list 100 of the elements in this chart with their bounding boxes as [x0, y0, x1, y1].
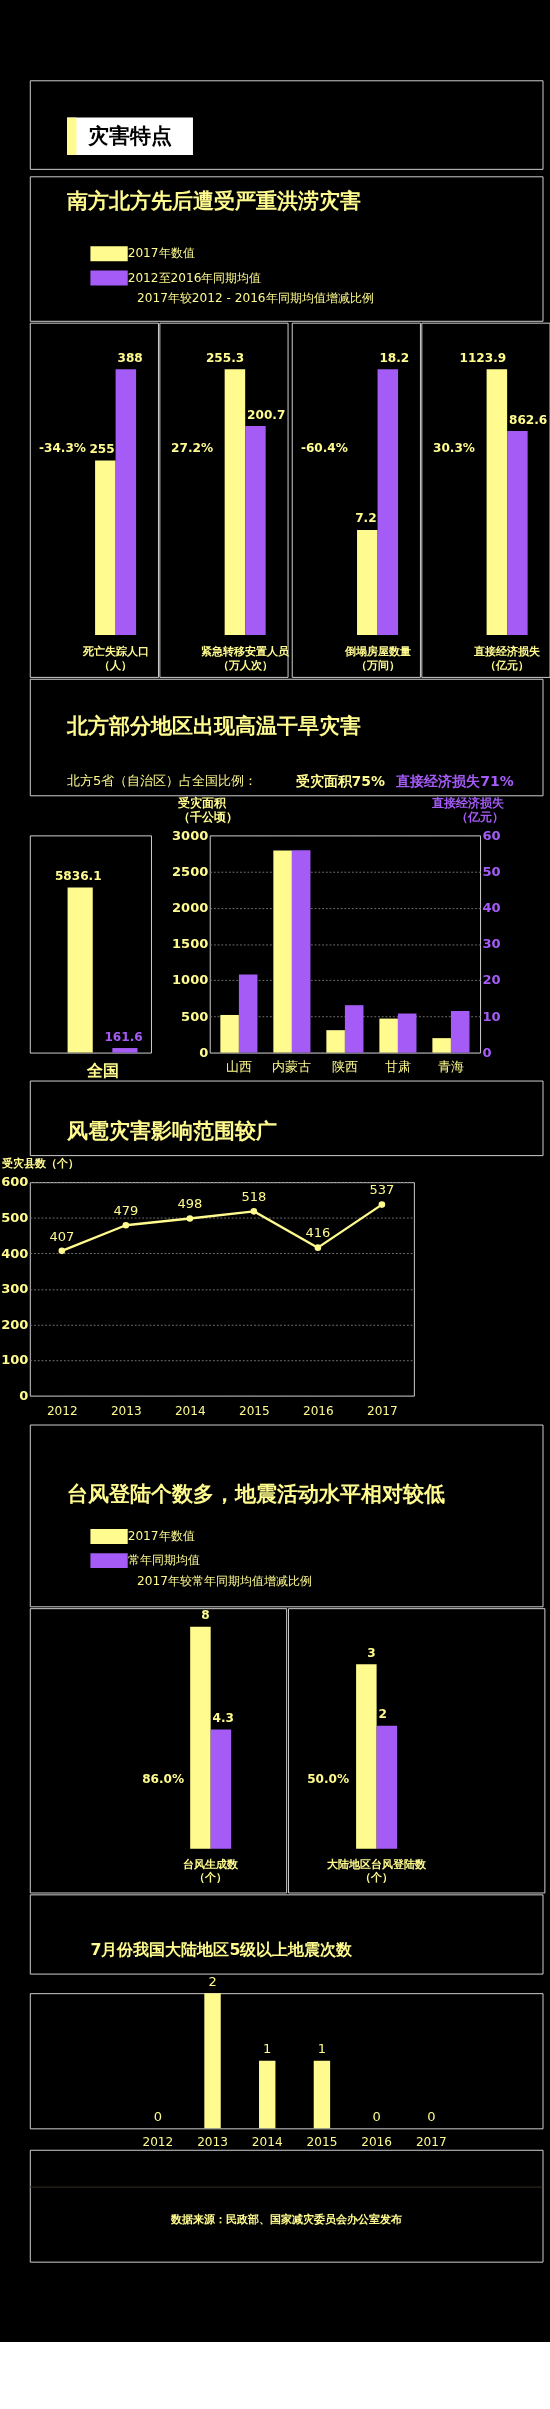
x-tick-label: 陕西 — [331, 1058, 358, 1074]
data-label: 862.6 — [508, 412, 548, 427]
y2-tick-label: 30 — [482, 936, 501, 952]
x-tick-label: 台风生成数（个） — [183, 1858, 240, 1885]
x-tick-label: 2013 — [197, 2134, 228, 2149]
legend-label: 2017年数值 — [127, 1529, 195, 1544]
data-label: 498 — [177, 1196, 203, 1212]
y-tick-label: 1000 — [172, 972, 209, 988]
annotation: -60.4% — [300, 441, 348, 456]
bar — [450, 1010, 470, 1053]
annotation: -34.3% — [38, 441, 86, 456]
x-tick-label: 2015 — [306, 2134, 338, 2149]
data-label: 416 — [305, 1225, 331, 1241]
text: 受灾面积75% — [294, 773, 385, 789]
x-tick-label: 大陆地区台风登陆数（个） — [327, 1858, 428, 1885]
data-label: 388 — [117, 350, 143, 365]
chart-title: 7月份我国大陆地区5级以上地震次数 — [90, 1939, 354, 1959]
point — [378, 1201, 386, 1208]
x-tick-label: 2016 — [302, 1403, 334, 1418]
source-note: 数据来源：民政部、国家减灾委员会办公室发布 — [169, 2213, 402, 2227]
x-tick-label: 紧急转移安置人员（万人次） — [201, 645, 291, 672]
y2-tick-label: 50 — [482, 863, 501, 879]
x-tick-label: 2017 — [415, 2134, 447, 2149]
data-label: 0 — [153, 2108, 163, 2124]
y-tick-label: 2500 — [172, 863, 209, 879]
x-tick-label: 2014 — [174, 1403, 207, 1418]
y-tick-label: 600 — [1, 1174, 29, 1190]
x-tick-label: 内蒙古 — [272, 1058, 312, 1074]
data-label: 1 — [263, 2041, 272, 2057]
y-tick-label: 1500 — [172, 936, 209, 952]
point — [186, 1215, 194, 1222]
x-tick-label: 2016 — [361, 2134, 393, 2149]
data-label: 3 — [367, 1645, 376, 1660]
y-tick-label: 3000 — [172, 827, 209, 843]
x-tick-label: 2015 — [238, 1403, 270, 1418]
point — [314, 1244, 322, 1251]
chart-title: 台风登陆个数多，地震活动水平相对较低 — [67, 1482, 446, 1506]
text: 2017年较2012 - 2016年同期均值增减比例 — [137, 291, 374, 306]
x-tick-label: 山西 — [225, 1058, 252, 1074]
x-tick-label: 2014 — [251, 2134, 283, 2149]
data-label: 255.3 — [205, 350, 245, 365]
y2-tick-label: 0 — [482, 1044, 492, 1060]
annotation: 50.0% — [307, 1771, 350, 1786]
point — [58, 1247, 66, 1255]
data-label: 0 — [372, 2108, 381, 2124]
legend-label: 常年同期均值 — [127, 1553, 200, 1568]
x-tick-label: 甘肃 — [384, 1058, 411, 1074]
data-label: 537 — [369, 1182, 395, 1198]
point — [122, 1221, 130, 1229]
x-tick-label: 青海 — [437, 1058, 464, 1074]
data-label: 7.2 — [355, 511, 377, 526]
x-tick-label: 2012 — [142, 2134, 174, 2149]
data-label: 255 — [89, 441, 115, 456]
text: 直接经济损失71% — [395, 773, 514, 789]
data-label: 4.3 — [212, 1711, 234, 1725]
x-tick-label: 2013 — [110, 1403, 142, 1418]
text: 南方北方先后遭受严重洪涝灾害 — [66, 189, 362, 214]
bar — [238, 974, 258, 1053]
x-tick-label: 倒塌房屋数量（万间） — [343, 645, 411, 672]
data-label: 2 — [378, 1707, 387, 1722]
data-label: 161.6 — [104, 1029, 143, 1044]
annotation: 30.3% — [432, 441, 475, 456]
data-label: 1123.9 — [459, 350, 507, 365]
data-label: 8 — [201, 1608, 210, 1623]
y-tick-label: 0 — [19, 1387, 29, 1403]
chart-subtitle: 北方5省（自治区）占全国比例： — [67, 773, 258, 789]
text: 2017年较常年同期均值增减比例 — [137, 1573, 312, 1588]
y-tick-label: 2000 — [172, 900, 209, 915]
y-axis-title: 受灾县数（个） — [1, 1156, 80, 1170]
y2-tick-label: 60 — [482, 827, 501, 843]
y-tick-label: 500 — [181, 1008, 209, 1024]
y2-tick-label: 10 — [482, 1008, 501, 1024]
annotation: 86.0% — [142, 1771, 185, 1786]
data-label: 407 — [49, 1228, 75, 1244]
x-tick-label: 直接经济损失（亿元） — [473, 645, 542, 672]
annotation: 27.2% — [171, 441, 214, 456]
y-tick-label: 0 — [199, 1044, 209, 1060]
x-tick-label: 全国 — [85, 1060, 119, 1080]
data-label: 1 — [317, 2041, 327, 2057]
data-label: 479 — [113, 1202, 139, 1218]
x-tick-label: 2017 — [366, 1403, 398, 1418]
y2-tick-label: 20 — [482, 972, 501, 988]
y-tick-label: 200 — [1, 1316, 29, 1332]
x-tick-label: 2012 — [46, 1403, 78, 1418]
y-tick-label: 100 — [1, 1352, 29, 1368]
y2-axis-title: 直接经济损失（亿元） — [430, 795, 505, 824]
x-tick-label: 死亡失踪人口（人） — [81, 645, 149, 672]
legend-label: 2017年数值 — [127, 246, 195, 261]
point — [250, 1208, 258, 1215]
text: 北方部分地区出现高温干旱灾害 — [66, 713, 362, 738]
y-tick-label: 400 — [1, 1245, 29, 1261]
data-label: 0 — [427, 2108, 436, 2124]
data-label: 200.7 — [247, 407, 286, 422]
y-tick-label: 500 — [1, 1209, 29, 1225]
chart-title: 风雹灾害影响范围较广 — [66, 1119, 278, 1144]
y2-tick-label: 40 — [482, 900, 501, 915]
data-label: 518 — [241, 1189, 267, 1205]
data-label: 18.2 — [379, 350, 410, 365]
bar — [344, 1005, 364, 1053]
y-axis-title: 受灾面积（千公顷） — [176, 795, 238, 824]
